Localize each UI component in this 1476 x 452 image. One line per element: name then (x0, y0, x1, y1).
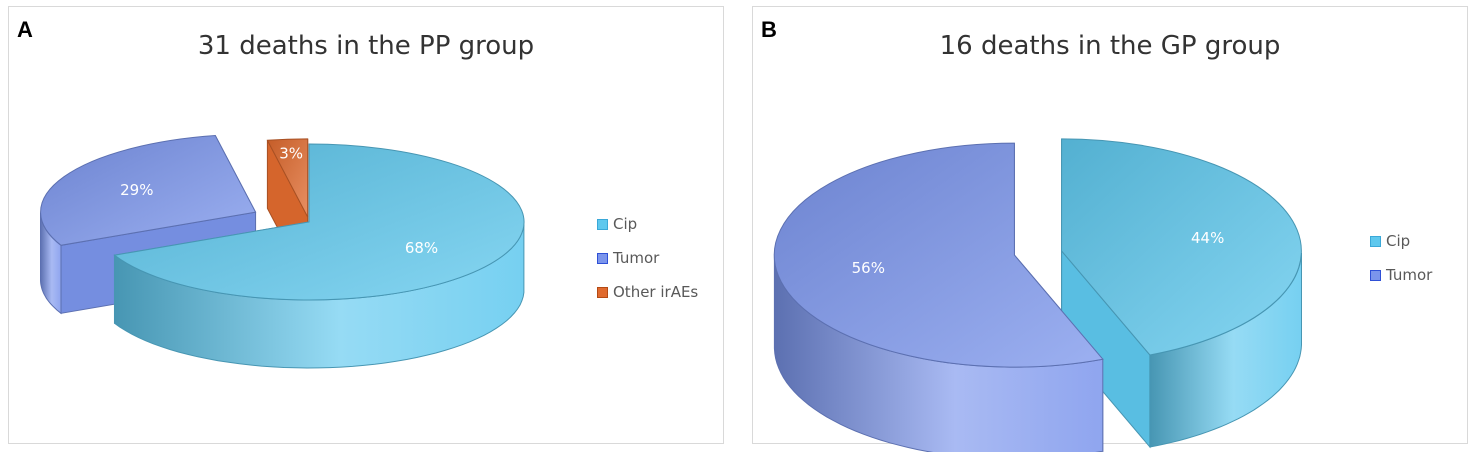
legend-item-cip: Cip (1370, 232, 1432, 250)
legend-item-cip: Cip (597, 215, 698, 233)
legend-label: Cip (613, 215, 638, 233)
legend-a: Cip Tumor Other irAEs (597, 215, 698, 317)
data-label-cip: 44% (1191, 229, 1224, 247)
chart-title-b: 16 deaths in the GP group (939, 31, 1281, 61)
legend-swatch-tumor (597, 252, 608, 264)
legend-swatch-cip (1370, 235, 1381, 247)
legend-item-other-iraes: Other irAEs (597, 283, 698, 301)
pie-slice-tumor (773, 142, 1104, 368)
legend-label: Other irAEs (613, 283, 699, 301)
pie-slice-cip (1061, 138, 1302, 356)
panel-letter-b: B (761, 17, 777, 42)
pie-chart-a: 68% 29% 3% (40, 134, 525, 369)
legend-swatch-tumor (1370, 269, 1381, 281)
chart-panel-a: A 31 deaths in the PP group 68% 29% 3% Cip… (8, 6, 724, 444)
legend-label: Cip (1386, 232, 1411, 250)
legend-item-tumor: Tumor (1370, 266, 1432, 284)
legend-label: Tumor (1386, 266, 1433, 284)
pie-slice-tumor (40, 134, 257, 246)
chart-panel-b: B 16 deaths in the GP group 44% 56% Cip T… (752, 6, 1468, 452)
data-label-other-iraes: 3% (279, 144, 303, 162)
pie-slice-other-iraes (266, 138, 309, 218)
legend-label: Tumor (613, 249, 660, 267)
panel-letter-a: A (17, 17, 33, 42)
pie-slice-cip (113, 143, 525, 301)
data-label-tumor: 29% (120, 181, 153, 199)
legend-b: Cip Tumor (1370, 232, 1432, 300)
chart-title-a: 31 deaths in the PP group (197, 31, 535, 61)
pie-chart-b: 44% 56% (773, 138, 1302, 452)
data-label-tumor: 56% (852, 259, 885, 277)
legend-swatch-cip (597, 218, 608, 230)
legend-swatch-other-iraes (597, 286, 608, 298)
data-label-cip: 68% (405, 239, 438, 257)
legend-item-tumor: Tumor (597, 249, 698, 267)
